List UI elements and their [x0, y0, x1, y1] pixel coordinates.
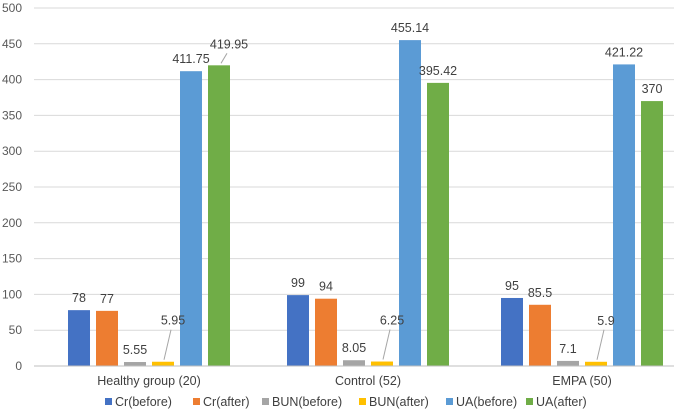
legend-swatch [193, 398, 200, 405]
bars [68, 40, 663, 367]
data-label: 411.75 [172, 52, 209, 66]
gridlines [34, 7, 674, 331]
y-tick-label: 0 [15, 359, 22, 373]
bar [371, 361, 393, 366]
legend-label: BUN(before) [272, 395, 342, 409]
bar [152, 361, 174, 366]
x-axis: Healthy group (20) Control (52) EMPA (50) [34, 365, 674, 388]
bar [68, 310, 90, 366]
bar [96, 310, 118, 366]
y-tick-label: 300 [2, 144, 22, 158]
leader-line [596, 329, 605, 360]
legend-swatch [446, 398, 453, 405]
y-tick-label: 100 [2, 287, 22, 301]
y-tick-label: 450 [2, 37, 22, 51]
legend: Cr(before) Cr(after) BUN(before) BUN(after)… [105, 395, 587, 409]
data-label: 8.05 [342, 341, 366, 355]
legend-label: Cr(before) [115, 395, 172, 409]
legend-label: BUN(after) [369, 395, 429, 409]
y-tick-label: 400 [2, 73, 22, 87]
data-label: 395.42 [419, 64, 457, 78]
bar [287, 295, 309, 366]
data-label: 94 [319, 280, 333, 294]
y-tick-label: 200 [2, 216, 22, 230]
legend-label: UA(after) [536, 395, 587, 409]
data-label: 99 [291, 276, 305, 290]
y-axis: 0 50 100 150 200 250 300 350 400 450 500 [2, 1, 22, 373]
leader-line [163, 329, 172, 360]
bar [501, 297, 523, 366]
leader-line [382, 329, 391, 360]
bar [557, 360, 579, 366]
bar [399, 40, 421, 367]
legend-swatch [262, 398, 269, 405]
legend-label: Cr(after) [203, 395, 250, 409]
x-category-label: Control (52) [335, 374, 401, 388]
data-label: 78 [72, 291, 86, 305]
bar [613, 64, 635, 366]
data-label: 5.55 [123, 343, 147, 357]
bar [641, 101, 663, 366]
bar [343, 360, 365, 366]
y-tick-label: 500 [2, 1, 22, 15]
leader-lines [163, 53, 605, 360]
bar [124, 362, 146, 366]
legend-label: UA(before) [456, 395, 517, 409]
data-label: 7.1 [559, 342, 576, 356]
x-category-label: EMPA (50) [552, 374, 612, 388]
legend-swatch [526, 398, 533, 405]
leader-line [220, 53, 228, 64]
data-label: 421.22 [605, 45, 643, 59]
x-category-label: Healthy group (20) [97, 374, 201, 388]
data-label: 370 [642, 82, 663, 96]
bar [315, 298, 337, 366]
data-label: 85.5 [528, 286, 552, 300]
data-label: 95 [505, 279, 519, 293]
legend-swatch [359, 398, 366, 405]
data-label: 5.9 [597, 314, 614, 328]
data-label: 419.95 [210, 37, 248, 51]
data-label: 77 [100, 292, 114, 306]
bar [529, 304, 551, 366]
y-tick-label: 150 [2, 252, 22, 266]
data-label: 455.14 [391, 21, 429, 35]
data-label: 6.25 [380, 314, 404, 328]
bar [427, 82, 449, 367]
bar [585, 361, 607, 366]
bar [180, 71, 202, 366]
bar [208, 65, 230, 367]
legend-swatch [105, 398, 112, 405]
y-tick-label: 50 [9, 323, 23, 337]
y-tick-label: 350 [2, 108, 22, 122]
y-tick-label: 250 [2, 180, 22, 194]
data-label: 5.95 [161, 314, 185, 328]
